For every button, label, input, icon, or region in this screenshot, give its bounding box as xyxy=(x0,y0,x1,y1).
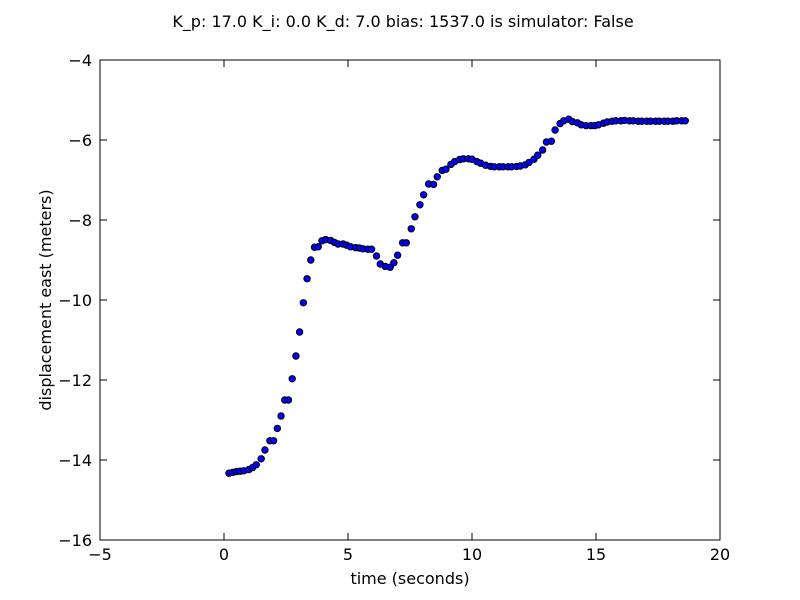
y-axis-label: displacement east (meters) xyxy=(36,189,55,410)
x-tick-label: 5 xyxy=(343,545,353,564)
y-tick-label: −16 xyxy=(58,531,92,550)
data-point xyxy=(295,328,304,336)
y-tick-label: −10 xyxy=(58,291,92,310)
data-point xyxy=(534,151,542,159)
y-tick-label: −14 xyxy=(58,451,92,470)
data-point xyxy=(257,455,265,463)
data-point xyxy=(681,117,689,125)
points-layer xyxy=(225,115,689,477)
data-point xyxy=(390,259,398,267)
plot-frame xyxy=(99,59,721,541)
data-point xyxy=(393,251,402,259)
data-point xyxy=(269,437,278,445)
data-point xyxy=(419,191,428,199)
data-point xyxy=(288,375,296,383)
data-point xyxy=(277,412,285,420)
data-point xyxy=(314,243,322,251)
data-point xyxy=(273,424,282,433)
data-point xyxy=(538,146,547,154)
chart-title: K_p: 17.0 K_i: 0.0 K_d: 7.0 bias: 1537.0… xyxy=(172,12,633,32)
data-point xyxy=(551,126,559,134)
y-tick-label: −8 xyxy=(68,211,92,230)
data-point xyxy=(429,180,438,189)
data-point xyxy=(284,396,293,404)
y-axis: −16 −14 −12 −10 −8 −6 −4 xyxy=(58,51,720,550)
x-tick-label: 10 xyxy=(462,545,482,564)
data-point xyxy=(407,225,415,233)
data-point xyxy=(547,137,556,145)
x-axis-label: time (seconds) xyxy=(350,569,469,588)
x-tick-label: 15 xyxy=(586,545,606,564)
data-point xyxy=(252,461,260,469)
data-point xyxy=(299,299,308,307)
data-point xyxy=(367,245,376,253)
data-point xyxy=(303,275,311,283)
data-point xyxy=(416,201,424,209)
y-tick-label: −6 xyxy=(68,131,92,150)
data-point xyxy=(402,239,410,247)
data-point xyxy=(307,256,315,264)
data-point xyxy=(292,352,300,360)
x-tick-label: −5 xyxy=(88,545,112,564)
data-point xyxy=(411,213,419,221)
x-tick-label: 20 xyxy=(710,545,730,564)
data-point xyxy=(433,173,441,181)
data-point xyxy=(261,446,269,454)
y-tick-label: −4 xyxy=(68,51,92,70)
y-tick-label: −12 xyxy=(58,371,92,390)
data-point xyxy=(442,165,450,173)
data-point xyxy=(372,252,381,260)
x-tick-label: 0 xyxy=(219,545,229,564)
x-axis: −5 0 5 10 15 20 xyxy=(88,60,730,564)
